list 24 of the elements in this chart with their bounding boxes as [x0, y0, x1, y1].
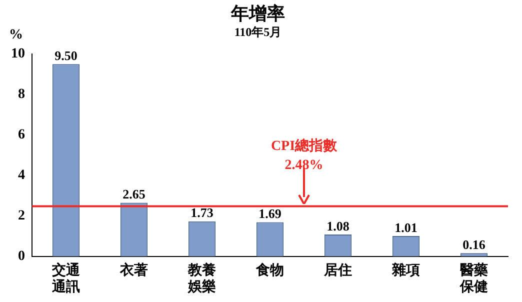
x-tick-label: 交通通訊 [51, 261, 81, 296]
x-tick-label: 教養娛樂 [187, 261, 216, 296]
data-label: 2.65 [122, 186, 146, 202]
chart-title: 年增率 [230, 3, 285, 24]
ref-line-label: CPI總指數 2.48% [270, 138, 338, 173]
x-tick-label: 居住 [323, 262, 352, 278]
y-tick-label: 10 [11, 46, 25, 62]
data-label: 1.01 [394, 220, 418, 235]
data-label: 0.16 [462, 237, 486, 252]
x-tick-label: 醫藥保健 [459, 262, 488, 296]
y-tick-label: 0 [18, 249, 25, 264]
y-tick-label: 2 [18, 208, 25, 224]
y-tick-label: 8 [18, 87, 25, 102]
data-label: 9.50 [54, 48, 78, 63]
x-tick-label: 雜項 [391, 261, 420, 278]
data-label: 1.08 [326, 218, 350, 234]
x-tick-label: 衣著 [119, 261, 148, 278]
y-axis-title: % [9, 28, 23, 43]
y-tick-label: 6 [18, 128, 25, 143]
chart-subtitle: 110年5月 [234, 24, 282, 39]
data-label: 1.69 [258, 206, 282, 222]
x-tick-label: 食物 [255, 262, 284, 278]
y-tick-label: 4 [18, 168, 25, 184]
data-label: 1.73 [190, 205, 214, 220]
